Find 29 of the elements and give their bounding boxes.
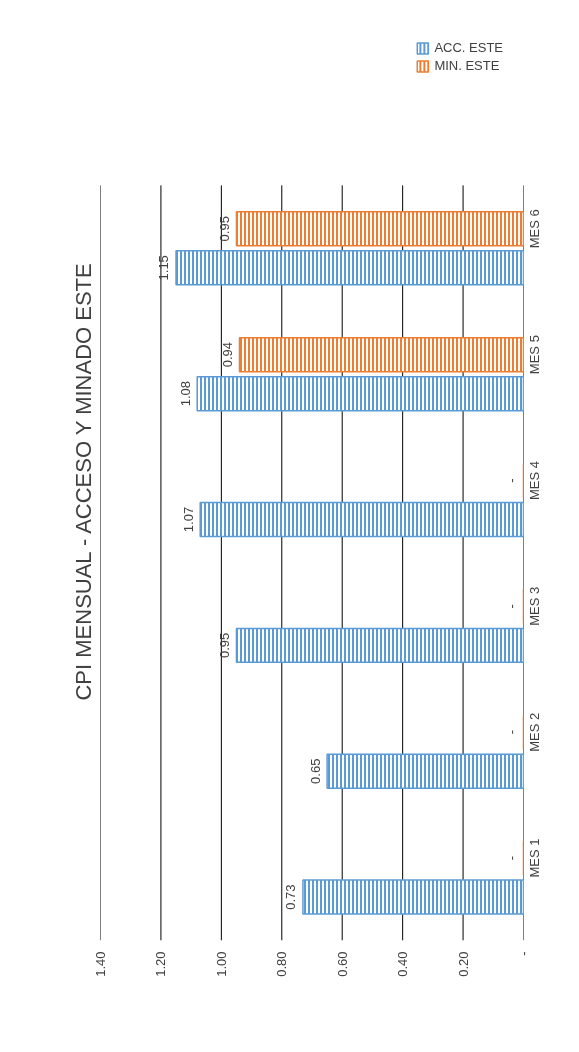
data-label: - [503,730,519,735]
data-label: 1.15 [156,255,172,281]
data-label: 0.73 [283,884,299,910]
data-label: - [503,604,519,609]
x-tick-label: - [516,951,531,956]
x-tick-label: 0.20 [455,951,471,977]
x-tick-label: 1.20 [153,951,169,977]
data-label: 1.07 [180,506,196,533]
y-tick-label: MES 6 [527,209,542,249]
y-tick-label: MES 2 [527,712,542,752]
y-tick-label: MES 3 [527,586,542,626]
x-tick-label: 0.60 [334,951,350,977]
data-label: - [503,855,519,861]
data-label: 0.94 [219,341,235,368]
y-tick-label: MES 5 [527,335,542,375]
legend-label: MIN. ESTE [434,58,500,73]
x-tick-label: 0.80 [274,951,290,977]
y-tick-label: MES 1 [527,838,542,878]
data-label: - [503,478,519,483]
data-label: 0.95 [216,632,232,659]
data-label: 0.65 [307,758,323,784]
x-tick-label: 1.40 [93,951,108,977]
legend-label: ACC. ESTE [434,40,503,55]
y-tick-label: MES 4 [527,460,542,501]
data-label: 0.95 [216,216,232,242]
x-tick-label: 1.00 [213,951,229,977]
data-label: 1.08 [177,381,193,407]
x-tick-label: 0.40 [395,951,411,977]
text: CPI MENSUAL - ACCESO Y MINADO ESTE [70,263,96,701]
